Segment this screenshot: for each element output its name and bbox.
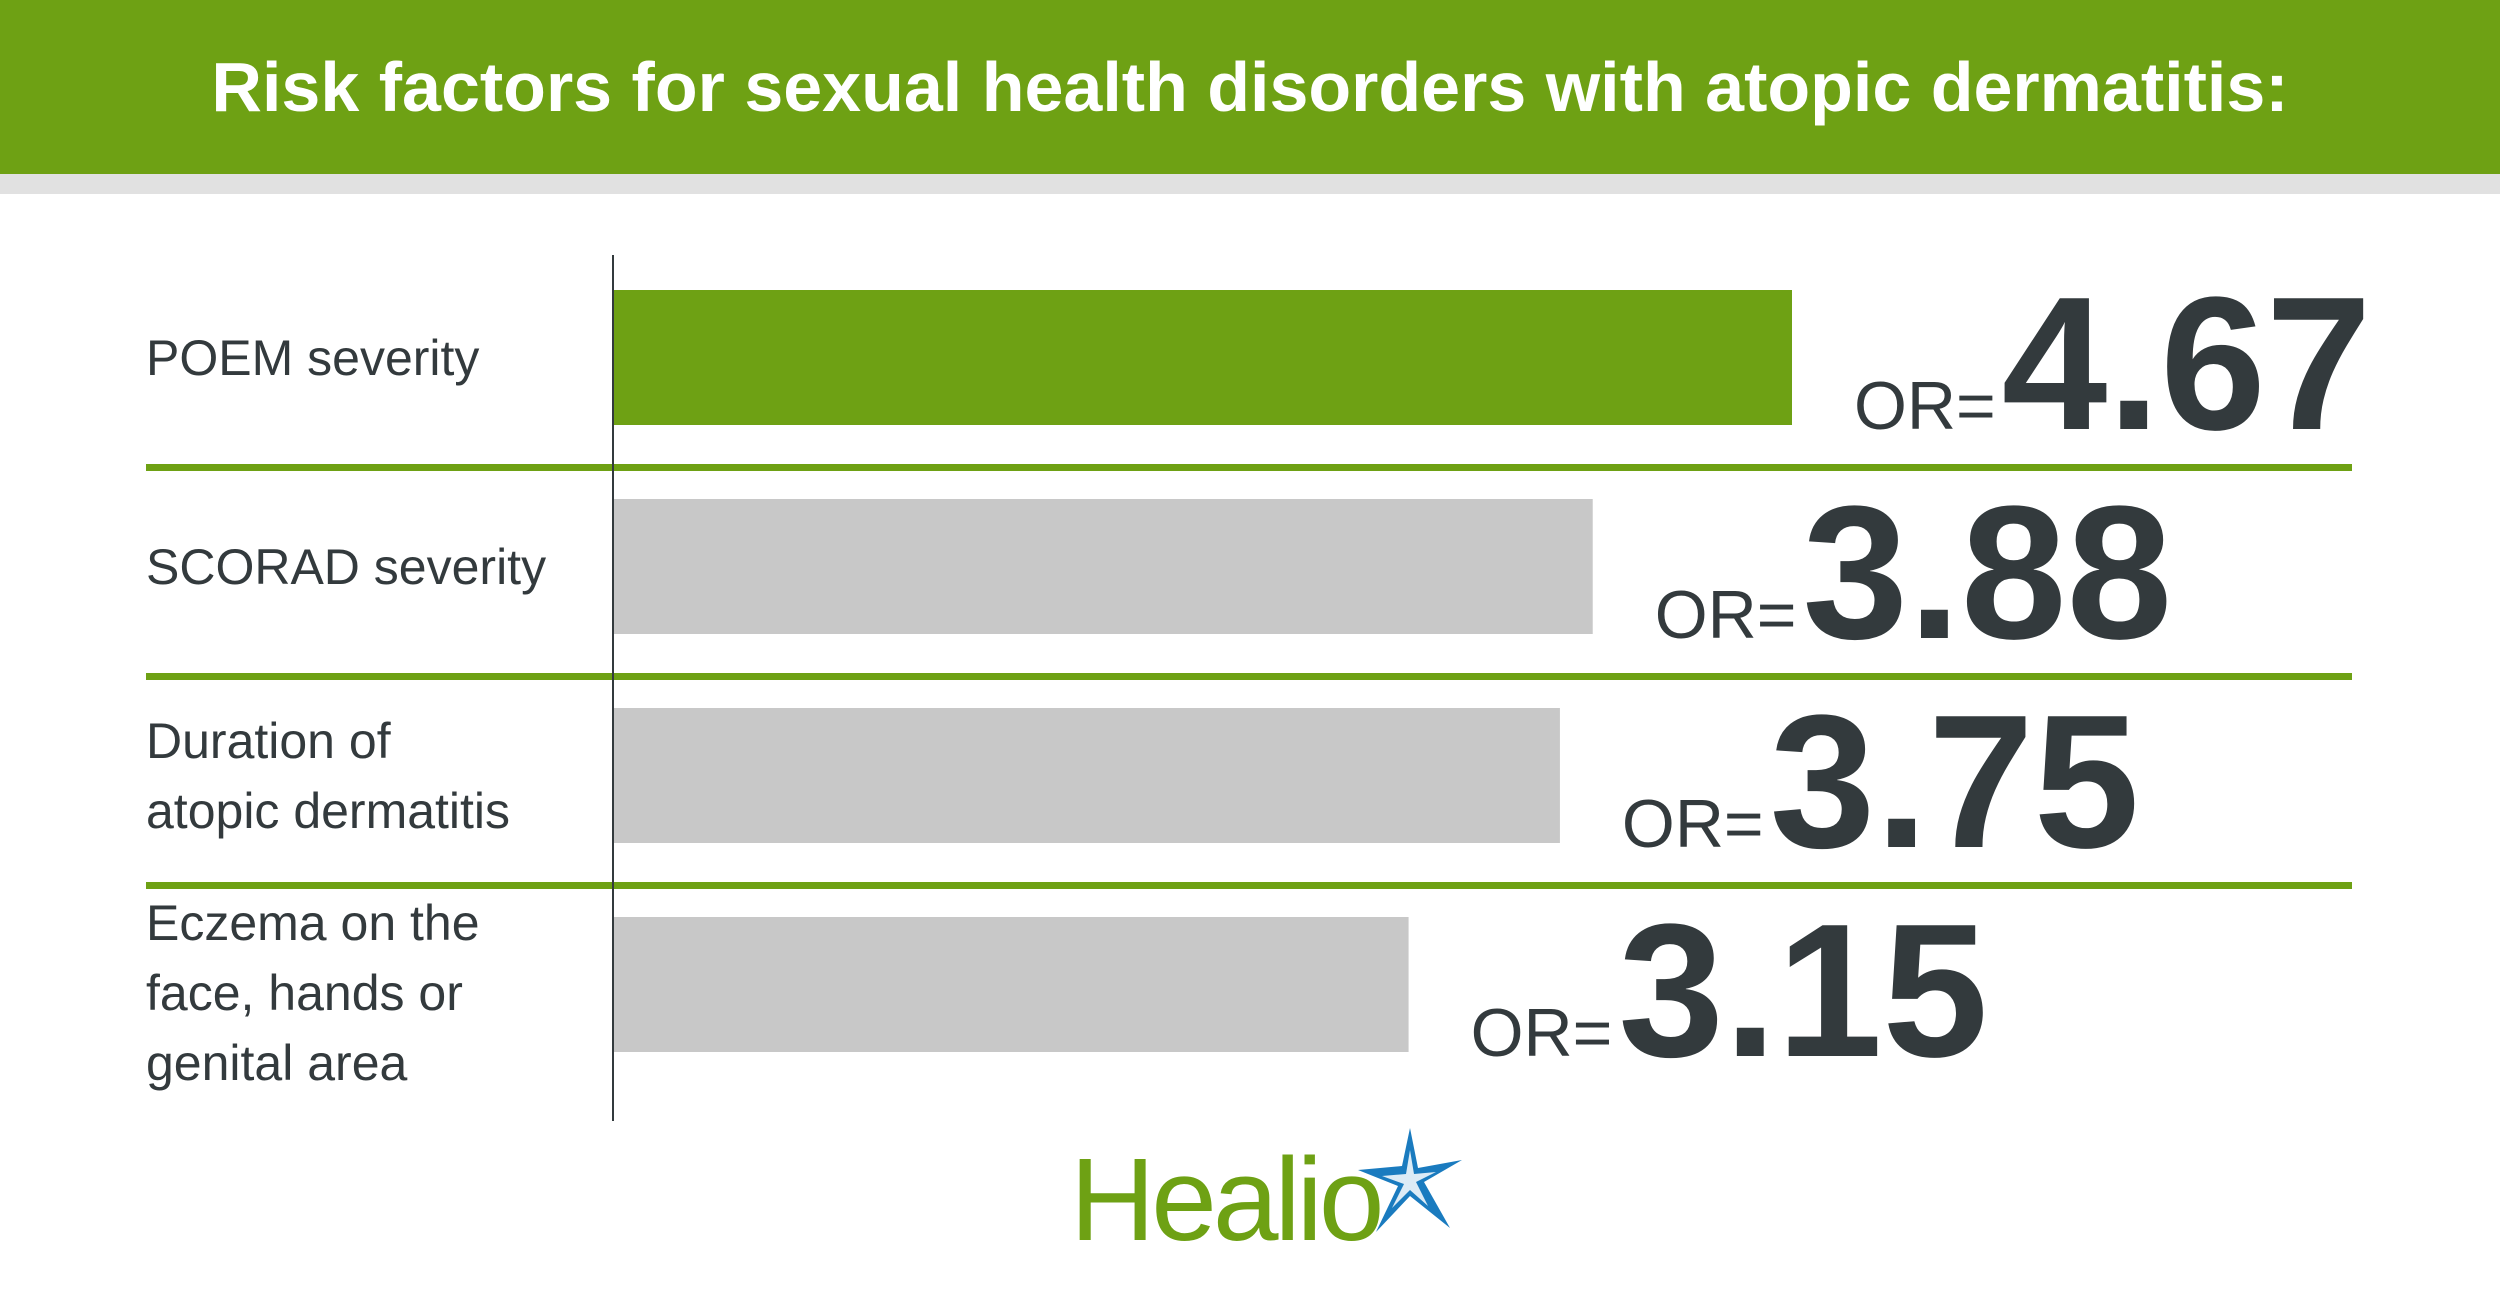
row-separator [146, 673, 2352, 680]
data-label-prefix: OR= [1471, 995, 1613, 1071]
data-label-prefix: OR= [1622, 786, 1764, 862]
category-label-line: SCORAD severity [146, 538, 547, 595]
category-label: SCORAD severity [146, 532, 606, 602]
category-label: POEM severity [146, 323, 606, 393]
data-label-value: 4.67 [2002, 258, 2372, 470]
category-label-line: genital area [146, 1034, 408, 1091]
data-label-prefix: OR= [1655, 577, 1797, 653]
bar [614, 917, 1409, 1052]
category-label: Eczema on the face, hands or genital area [146, 888, 606, 1098]
data-label-value: 3.88 [1802, 467, 2172, 679]
data-label-prefix: OR= [1854, 368, 1996, 444]
chart-title: Risk factors for sexual health disorders… [211, 48, 2289, 126]
row-separator [146, 882, 2352, 889]
data-label: OR=3.75 [1622, 676, 2140, 888]
star-icon [1358, 1128, 1462, 1232]
data-label: OR=4.67 [1854, 258, 2372, 470]
row-separator [146, 464, 2352, 471]
data-label: OR=3.88 [1655, 467, 2173, 679]
bar [614, 708, 1560, 843]
data-label-value: 3.15 [1618, 885, 1988, 1097]
category-label-line: POEM severity [146, 329, 480, 386]
healio-logo: Healio [1070, 1120, 1510, 1280]
category-label-line: atopic dermatitis [146, 782, 511, 839]
bar [614, 499, 1593, 634]
category-label-line: face, hands or [146, 964, 463, 1021]
bar [614, 290, 1792, 425]
data-label-value: 3.75 [1770, 676, 2140, 888]
header-banner: Risk factors for sexual health disorders… [0, 0, 2500, 174]
category-label-line: Eczema on the [146, 894, 480, 951]
header-divider [0, 174, 2500, 194]
category-label-line: Duration of [146, 712, 391, 769]
data-label: OR=3.15 [1471, 885, 1989, 1097]
category-label: Duration of atopic dermatitis [146, 706, 606, 846]
logo-wordmark: Healio [1070, 1134, 1385, 1266]
y-axis-line [612, 255, 614, 1121]
